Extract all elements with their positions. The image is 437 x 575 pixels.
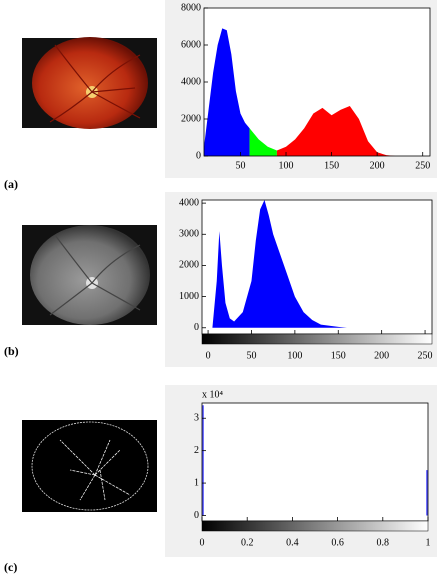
x-tick-label: 150 — [331, 350, 346, 361]
y-tick-label: 0 — [194, 322, 199, 333]
histogram-area — [204, 28, 250, 157]
x-tick-label: 0.8 — [377, 537, 390, 548]
y-tick-label: 8000 — [181, 2, 201, 13]
histogram-area — [249, 128, 277, 156]
x-tick-label: 50 — [246, 350, 256, 361]
y-tick-label: 1000 — [179, 291, 199, 302]
x-tick-label: 250 — [418, 350, 433, 361]
x-tick-label: 0.4 — [286, 537, 299, 548]
histogram-area — [276, 106, 428, 156]
fundus-color-image — [22, 37, 157, 129]
x-tick-label: 100 — [279, 160, 294, 171]
y-tick-label: 2000 — [179, 260, 199, 271]
y-tick-label: 2000 — [181, 113, 201, 124]
x-tick-label: 1 — [426, 537, 431, 548]
vessel-segmentation-image — [22, 420, 157, 512]
plot-area — [202, 403, 428, 521]
panel-label: (a) — [4, 177, 18, 191]
x-tick-label: 250 — [415, 160, 430, 171]
y-tick-label: 4000 — [181, 76, 201, 87]
y-tick-label: 0 — [194, 510, 199, 521]
y-tick-label: 0 — [196, 150, 201, 161]
x-tick-label: 0.2 — [241, 537, 254, 548]
y-tick-label: 2 — [194, 445, 199, 456]
x-tick-label: 200 — [370, 160, 385, 171]
y-multiplier: x 10⁴ — [202, 389, 224, 400]
x-tick-label: 200 — [374, 350, 389, 361]
colorbar — [201, 520, 429, 532]
x-tick-label: 0 — [200, 537, 205, 548]
histogram-area — [212, 200, 430, 328]
colorbar — [201, 333, 433, 345]
panel-label: (c) — [4, 560, 17, 574]
y-tick-label: 4000 — [179, 197, 199, 208]
x-tick-label: 150 — [324, 160, 339, 171]
fundus-gray-image — [22, 225, 157, 325]
x-tick-label: 0 — [206, 350, 211, 361]
y-tick-label: 3 — [194, 413, 199, 424]
plot-area — [202, 200, 432, 334]
x-tick-label: 50 — [235, 160, 245, 171]
y-tick-label: 1 — [194, 477, 199, 488]
panel-label: (b) — [4, 344, 19, 358]
x-tick-label: 100 — [287, 350, 302, 361]
y-tick-label: 6000 — [181, 39, 201, 50]
x-tick-label: 0.6 — [331, 537, 344, 548]
y-tick-label: 3000 — [179, 229, 199, 240]
